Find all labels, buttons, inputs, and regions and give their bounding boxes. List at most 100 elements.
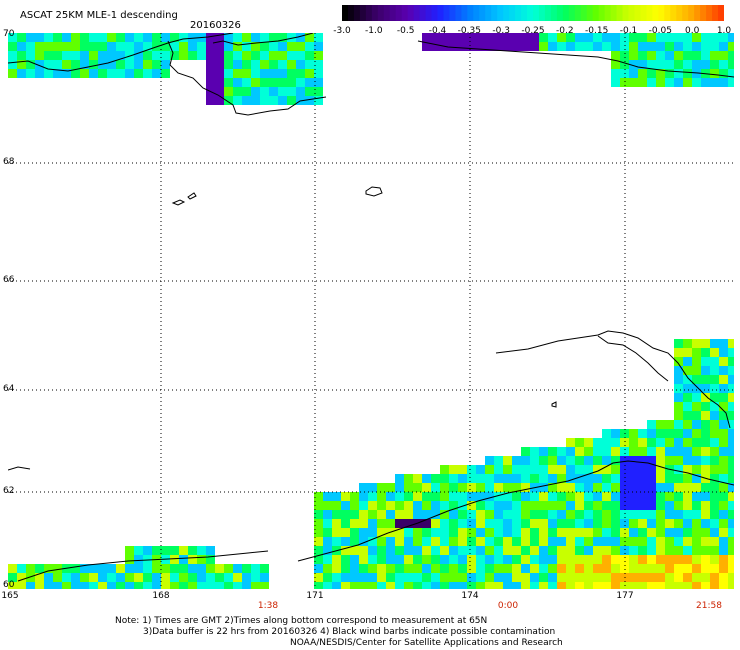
swath-cell bbox=[422, 510, 431, 519]
coast-chukotka-bay bbox=[167, 40, 327, 116]
swath-cell bbox=[638, 483, 647, 492]
swath-cell bbox=[17, 51, 26, 60]
swath-cell bbox=[548, 483, 557, 492]
swath-cell bbox=[611, 483, 620, 492]
swath-cell bbox=[206, 33, 215, 42]
wind-scatterometer-map bbox=[8, 33, 734, 589]
swath-cell bbox=[710, 447, 719, 456]
swath-cell bbox=[548, 456, 557, 465]
colorbar-segment bbox=[407, 5, 415, 21]
swath-cell bbox=[359, 510, 368, 519]
swath-cell bbox=[224, 564, 233, 573]
swath-cell bbox=[17, 582, 26, 589]
swath-cell bbox=[170, 564, 179, 573]
swath-cell bbox=[656, 33, 665, 42]
swath-cell bbox=[647, 429, 656, 438]
swath-cell bbox=[710, 420, 719, 429]
swath-cell bbox=[98, 51, 107, 60]
swath-cell bbox=[575, 564, 584, 573]
swath-cell bbox=[602, 546, 611, 555]
swath-cell bbox=[26, 42, 35, 51]
swath-cell bbox=[494, 582, 503, 589]
swath-cell bbox=[683, 438, 692, 447]
swath-cell bbox=[701, 519, 710, 528]
swath-cell bbox=[647, 564, 656, 573]
swath-cell bbox=[692, 375, 701, 384]
swath-cell bbox=[170, 42, 179, 51]
swath-cell bbox=[620, 483, 629, 492]
swath-cell bbox=[116, 51, 125, 60]
swath-cell bbox=[503, 510, 512, 519]
swath-cell bbox=[431, 546, 440, 555]
swath-cell bbox=[683, 519, 692, 528]
swath-cell bbox=[179, 582, 188, 589]
swath-cell bbox=[251, 96, 260, 105]
swath-cell bbox=[494, 483, 503, 492]
swath-cell bbox=[683, 51, 692, 60]
swath-cell bbox=[233, 573, 242, 582]
swath-cell bbox=[71, 573, 80, 582]
swath-cell bbox=[44, 51, 53, 60]
colorbar-segment bbox=[401, 5, 409, 21]
swath-cell bbox=[521, 456, 530, 465]
swath-cell bbox=[719, 537, 728, 546]
swath-cell bbox=[584, 537, 593, 546]
swath-cell bbox=[305, 69, 314, 78]
swath-cell bbox=[206, 564, 215, 573]
swath-cell bbox=[179, 555, 188, 564]
swath-cell bbox=[692, 438, 701, 447]
swath-cell bbox=[719, 483, 728, 492]
swath-cell bbox=[197, 573, 206, 582]
swath-cell bbox=[251, 42, 260, 51]
swath-cell bbox=[197, 564, 206, 573]
swath-cell bbox=[134, 564, 143, 573]
swath-cell bbox=[683, 402, 692, 411]
swath-cell bbox=[656, 501, 665, 510]
swath-cell bbox=[548, 519, 557, 528]
swath-cell bbox=[719, 69, 728, 78]
swath-cell bbox=[188, 33, 197, 42]
swath-cell bbox=[683, 492, 692, 501]
swath-cell bbox=[422, 33, 431, 42]
swath-cell bbox=[692, 402, 701, 411]
swath-cell bbox=[584, 528, 593, 537]
swath-cell bbox=[485, 510, 494, 519]
swath-cell bbox=[656, 78, 665, 87]
swath-cell bbox=[341, 546, 350, 555]
swath-cell bbox=[701, 384, 710, 393]
swath-cell bbox=[674, 537, 683, 546]
coast-norton-sound bbox=[597, 335, 669, 382]
swath-cell bbox=[548, 555, 557, 564]
swath-cell bbox=[440, 492, 449, 501]
swath-cell bbox=[458, 501, 467, 510]
swath-cell bbox=[557, 510, 566, 519]
swath-cell bbox=[611, 564, 620, 573]
swath-cell bbox=[368, 501, 377, 510]
swath-cell bbox=[665, 501, 674, 510]
island-1 bbox=[365, 186, 383, 197]
swath-cell bbox=[458, 528, 467, 537]
swath-cell bbox=[368, 492, 377, 501]
swath-cell bbox=[134, 69, 143, 78]
swath-cell bbox=[611, 69, 620, 78]
swath-cell bbox=[476, 528, 485, 537]
swath-cell bbox=[638, 519, 647, 528]
swath-cell bbox=[80, 42, 89, 51]
swath-cell bbox=[566, 33, 575, 42]
swath-cell bbox=[692, 393, 701, 402]
coast-alaska-north bbox=[417, 40, 734, 78]
swath-cell bbox=[674, 438, 683, 447]
swath-cell bbox=[467, 492, 476, 501]
swath-cell bbox=[710, 42, 719, 51]
swath-cell bbox=[629, 501, 638, 510]
swath-cell bbox=[683, 474, 692, 483]
swath-cell bbox=[323, 564, 332, 573]
swath-cell bbox=[314, 60, 323, 69]
coast-chukotka-inner bbox=[212, 33, 314, 46]
swath-cell bbox=[368, 510, 377, 519]
swath-cell bbox=[683, 447, 692, 456]
swath-cell bbox=[557, 465, 566, 474]
swath-cell bbox=[440, 528, 449, 537]
swath-cell bbox=[539, 474, 548, 483]
swath-cell bbox=[665, 78, 674, 87]
